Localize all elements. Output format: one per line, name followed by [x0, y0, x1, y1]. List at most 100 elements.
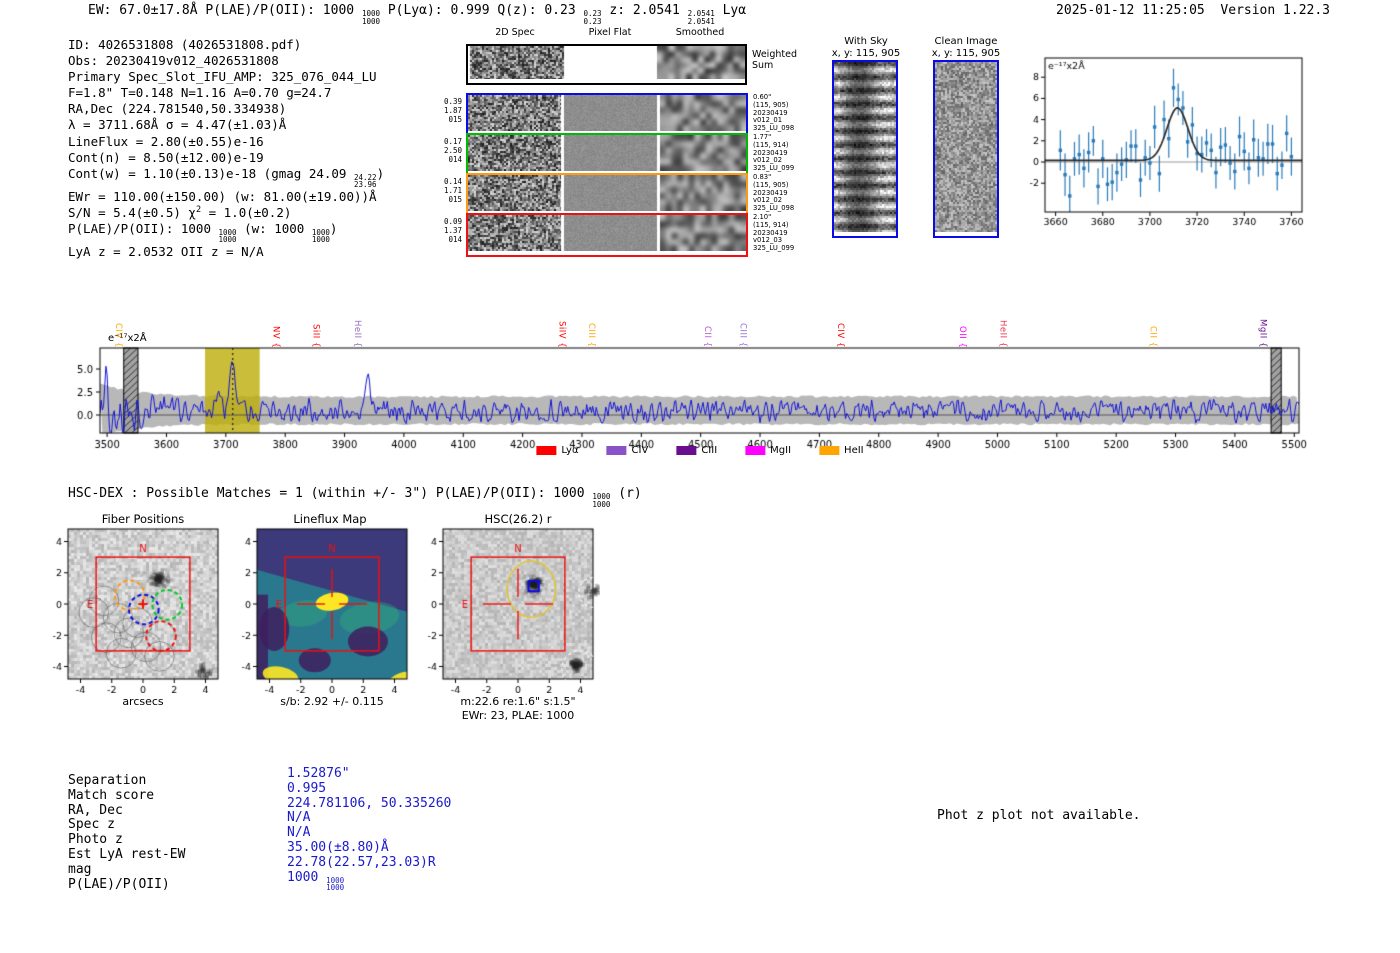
- with-sky-canvas: [834, 62, 896, 232]
- detection-info-block: ID: 4026531808 (4026531808.pdf) Obs: 2023…: [68, 37, 384, 260]
- fiber-xlabel: arcsecs: [122, 695, 164, 708]
- legend-label: CIV: [631, 445, 649, 456]
- spec2d-row-left-labels: 0.39 1.87 015: [443, 97, 462, 124]
- match-row-value: 1000 1000 1000: [287, 869, 345, 893]
- info-line: EWr = 110.00(±150.00) (w: 81.00(±19.00))…: [68, 188, 377, 204]
- info-line: RA,Dec (224.781540,50.334938): [68, 101, 287, 117]
- timestamp: 2025-01-12 11:25:05: [1056, 3, 1205, 18]
- spectrum-ylabel: e⁻¹⁷x2Å: [108, 333, 147, 344]
- legend-swatch: [606, 446, 627, 455]
- match-row-value: 0.995: [287, 780, 327, 796]
- line-marker-mgii: MgII {: [1257, 319, 1268, 348]
- legend-label: MgII: [770, 445, 792, 456]
- match-table-labels: Separation Match score RA, Dec Spec z Photo …: [68, 773, 186, 892]
- line-marker-heii: HeII {: [352, 320, 363, 348]
- fiber-positions-canvas: [30, 521, 225, 693]
- line-fit-plot: [1020, 48, 1330, 233]
- lineflux-xlabel: s/b: 2.92 +/- 0.115: [280, 695, 384, 708]
- info-line: ID: 4026531808 (4026531808.pdf): [68, 37, 302, 52]
- info-line: LyA z = 2.0532 OII z = N/A: [68, 243, 264, 259]
- spec2d-row-right-labels: 0.83" (115, 905) 20230419 v012_02 325_LU_098: [753, 173, 795, 213]
- legend-label: Lyα: [561, 445, 579, 456]
- match-row-label: P(LAE)/P(OII): [68, 876, 170, 892]
- spec2d-row-canvas: [468, 95, 746, 131]
- hsc-xlabel-2: EWr: 23, PLAE: 1000: [461, 709, 575, 722]
- full-spectrum-plot: [58, 336, 1340, 458]
- col-header-pixelflat: Pixel Flat: [588, 27, 632, 38]
- info-line: λ = 3711.68Å σ = 4.47(±1.03)Å: [68, 117, 287, 133]
- legend-item-ciii: CIII: [676, 445, 717, 456]
- weighted-sum-label: Weighted Sum: [752, 49, 797, 71]
- line-marker-ciii: CIII {: [586, 323, 597, 348]
- match-row-value: 224.781106, 50.335260: [287, 795, 452, 811]
- legend-item-lyα: Lyα: [536, 445, 579, 456]
- spectrum-legend: Lyα CIV CIII MgII HeII: [536, 445, 864, 456]
- stacked-fraction: 1000 1000: [218, 227, 237, 245]
- spec2d-fiber-row: [466, 213, 748, 257]
- info-line: S/N = 5.4(±0.5) χ2 = 1.0(±0.2): [68, 204, 292, 220]
- stacked-fraction: 1000 1000: [326, 875, 345, 893]
- hsc-xlabel-1: m:22.6 re:1.6" s:1.5": [460, 695, 576, 708]
- line-marker-siiv: SiIV {: [556, 320, 567, 348]
- spec2d-row-left-labels: 0.17 2.50 014: [443, 137, 462, 164]
- with-sky-cutout: [832, 60, 898, 238]
- match-row-value: 22.78(22.57,23.03)R: [287, 854, 436, 870]
- spec2d-row-right-labels: 1.77" (115, 914) 20230419 v012_02 325_LU_099: [753, 133, 795, 173]
- line-marker-heii: HeII {: [997, 320, 1008, 348]
- weighted-sum-strip: [466, 44, 747, 85]
- line-marker-civ: CIV {: [112, 323, 123, 348]
- line-marker-ciii: CIII {: [737, 323, 748, 348]
- legend-item-heii: HeII: [819, 445, 864, 456]
- with-sky-title: With Sky x, y: 115, 905: [831, 36, 901, 59]
- spec2d-fiber-row: [466, 133, 748, 177]
- col-header-smoothed: Smoothed: [675, 27, 725, 38]
- spec2d-row-left-labels: 0.09 1.37 014: [443, 217, 462, 244]
- legend-swatch: [536, 446, 557, 455]
- info-line: P(LAE)/P(OII): 1000 1000 1000 (w: 1000 10…: [68, 220, 338, 245]
- info-line: Primary Spec_Slot_IFU_AMP: 325_076_044_L…: [68, 69, 377, 85]
- info-line: Cont(n) = 8.50(±12.00)e-19: [68, 149, 264, 165]
- spec2d-row-canvas: [468, 175, 746, 211]
- weighted-sum-label-line: Sum: [752, 60, 774, 71]
- spec2d-row-right-labels: 2.10" (115, 914) 20230419 v012_03 325_LU_099: [753, 213, 795, 253]
- legend-item-mgii: MgII: [745, 445, 791, 456]
- match-row-label: Match score: [68, 787, 155, 803]
- spec2d-fiber-row: [466, 93, 748, 137]
- match-row-label: Est LyA rest-EW: [68, 846, 186, 862]
- hsc-dex-header: HSC-DEX : Possible Matches = 1 (within +…: [68, 486, 642, 509]
- spec2d-row-left-labels: 0.14 1.71 015: [443, 177, 462, 204]
- match-row-label: RA, Dec: [68, 802, 123, 818]
- line-marker-civ: CIV {: [834, 323, 845, 348]
- match-row-value: 1.52876": [287, 766, 350, 781]
- match-row-label: mag: [68, 861, 92, 877]
- info-line: Obs: 20230419v012_4026531808: [68, 53, 279, 69]
- info-line: LineFlux = 2.80(±0.55)e-16: [68, 133, 264, 149]
- clean-image-canvas: [935, 62, 997, 232]
- match-row-label: Photo z: [68, 832, 123, 848]
- lineflux-map-canvas: [219, 521, 414, 693]
- photz-note: Phot z plot not available.: [937, 808, 1141, 823]
- stacked-fraction: 1000 1000: [361, 9, 380, 26]
- stacked-fraction: 0.23 0.23: [583, 9, 602, 26]
- match-table-values: 1.52876" 0.995 224.781106, 50.335260 N/A N/A…: [287, 766, 452, 893]
- stacked-fraction: 24.22 23.96: [353, 172, 377, 190]
- match-row-label: Separation: [68, 773, 147, 788]
- report-timestamp: 2025-01-12 11:25:05 Version 1.22.3: [1056, 3, 1330, 18]
- info-line: Cont(w) = 1.10(±0.13)e-18 (gmag 24.09 24…: [68, 165, 385, 190]
- info-line: F=1.8" T=0.148 N=1.16 A=0.70 g=24.7: [68, 85, 332, 101]
- legend-label: CIII: [701, 445, 718, 456]
- legend-swatch: [676, 446, 697, 455]
- spec2d-row-canvas: [468, 135, 746, 171]
- spec2d-row-canvas: [468, 215, 746, 251]
- version-label: Version 1.22.3: [1220, 3, 1330, 18]
- legend-swatch: [745, 446, 766, 455]
- weighted-sum-label-line: Weighted: [752, 49, 797, 60]
- spec2d-row-right-labels: 0.60" (115, 905) 20230419 v012_01 325_LU_098: [753, 93, 795, 133]
- superscript: 2: [195, 204, 202, 215]
- weighted-sum-canvas: [468, 46, 745, 79]
- match-row-value: N/A: [287, 825, 311, 841]
- match-row-value: N/A: [287, 810, 311, 826]
- hsc-cutout-canvas: [405, 521, 600, 693]
- stacked-fraction: 1000 1000: [311, 227, 330, 245]
